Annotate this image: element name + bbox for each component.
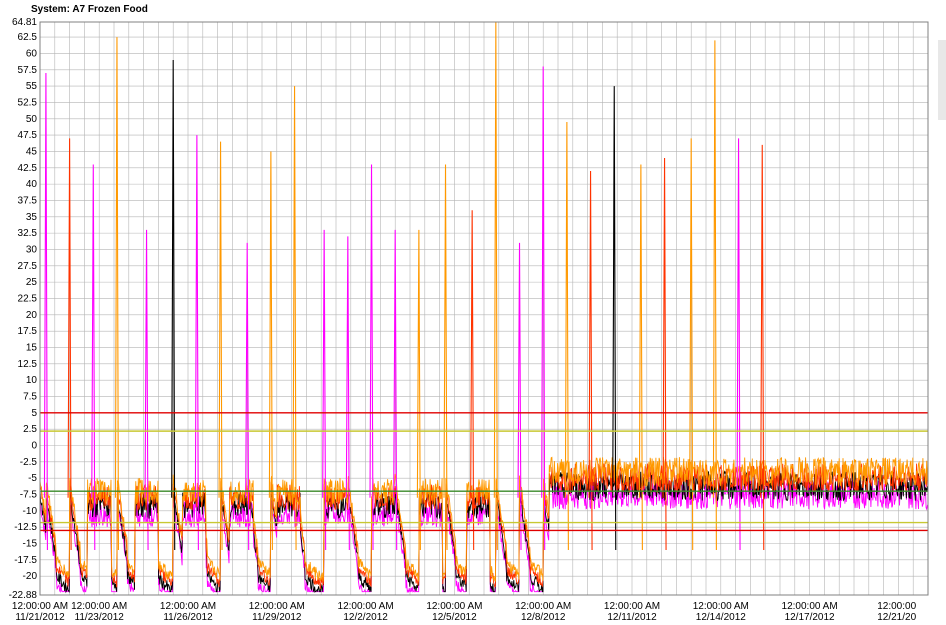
x-tick-date: 12/11/2012 [607, 612, 657, 623]
x-tick-time: 12:00:00 AM [12, 601, 68, 612]
defrost-spike [293, 86, 296, 550]
x-tick-date: 12/21/20 [877, 612, 916, 623]
y-tick-label: 10 [26, 375, 38, 386]
x-tick-date: 11/26/2012 [163, 612, 213, 623]
y-tick-label: -15 [23, 539, 38, 550]
x-tick-date: 12/5/2012 [432, 612, 477, 623]
y-tick-label: 22.5 [18, 293, 38, 304]
y-tick-label: 55 [26, 81, 38, 92]
defrost-spike [44, 73, 47, 550]
y-tick-label: 35 [26, 212, 38, 223]
y-tick-label: 42.5 [18, 163, 38, 174]
x-tick-time: 12:00:00 AM [604, 601, 660, 612]
y-tick-label: 12.5 [18, 359, 38, 370]
y-tick-label: 60 [26, 48, 38, 59]
x-tick-time: 12:00:00 AM [782, 601, 838, 612]
x-tick-time: 12:00:00 AM [160, 601, 216, 612]
x-tick-date: 12/17/2012 [785, 612, 835, 623]
y-tick-label: -22.88 [9, 590, 38, 601]
y-tick-label: -17.5 [14, 555, 37, 566]
y-tick-label: -7.5 [20, 490, 38, 501]
y-tick-label: -12.5 [14, 522, 37, 533]
x-tick-time: 12:00:00 AM [338, 601, 394, 612]
y-tick-label: 52.5 [18, 97, 38, 108]
defrost-spike [115, 37, 118, 550]
y-tick-label: 27.5 [18, 261, 38, 272]
y-tick-label: -20 [23, 571, 38, 582]
y-tick-label: 20 [26, 310, 38, 321]
x-tick-date: 12/8/2012 [521, 612, 566, 623]
y-tick-label: 37.5 [18, 195, 38, 206]
y-tick-label: 50 [26, 114, 38, 125]
x-tick-date: 11/21/2012 [15, 612, 65, 623]
x-tick-time: 12:00:00 [877, 601, 916, 612]
y-tick-label: 57.5 [18, 65, 38, 76]
y-tick-label: 2.5 [23, 424, 37, 435]
y-tick-label: 30 [26, 244, 38, 255]
x-tick-date: 12/14/2012 [696, 612, 746, 623]
x-tick-time: 12:00:00 AM [71, 601, 127, 612]
x-tick-time: 12:00:00 AM [515, 601, 571, 612]
defrost-spike [494, 22, 497, 550]
y-tick-label: 45 [26, 146, 38, 157]
y-tick-label: -2.5 [20, 457, 38, 468]
x-tick-date: 11/23/2012 [75, 612, 125, 623]
x-tick-time: 12:00:00 AM [426, 601, 482, 612]
defrost-spike [713, 40, 716, 550]
x-tick-time: 12:00:00 AM [693, 601, 749, 612]
y-tick-label: 47.5 [18, 130, 38, 141]
defrost-spike [370, 165, 373, 551]
legend-scroll-edge[interactable] [938, 40, 946, 120]
y-axis-ticks: 64.8162.56057.55552.55047.54542.54037.53… [9, 17, 38, 601]
y-tick-label: 32.5 [18, 228, 38, 239]
y-tick-label: -10 [23, 506, 38, 517]
y-tick-label: 40 [26, 179, 38, 190]
y-tick-label: 5 [31, 408, 37, 419]
x-tick-date: 12/2/2012 [343, 612, 388, 623]
y-tick-label: 25 [26, 277, 38, 288]
y-tick-label: 7.5 [23, 391, 37, 402]
x-tick-time: 12:00:00 AM [249, 601, 305, 612]
defrost-spike [565, 122, 568, 550]
y-tick-label: 0 [31, 440, 37, 451]
y-tick-label: 15 [26, 342, 38, 353]
y-tick-label: 62.5 [18, 32, 38, 43]
y-tick-label: 17.5 [18, 326, 38, 337]
x-tick-date: 11/29/2012 [252, 612, 302, 623]
y-tick-label: -5 [28, 473, 37, 484]
y-tick-label: 64.81 [12, 17, 37, 28]
